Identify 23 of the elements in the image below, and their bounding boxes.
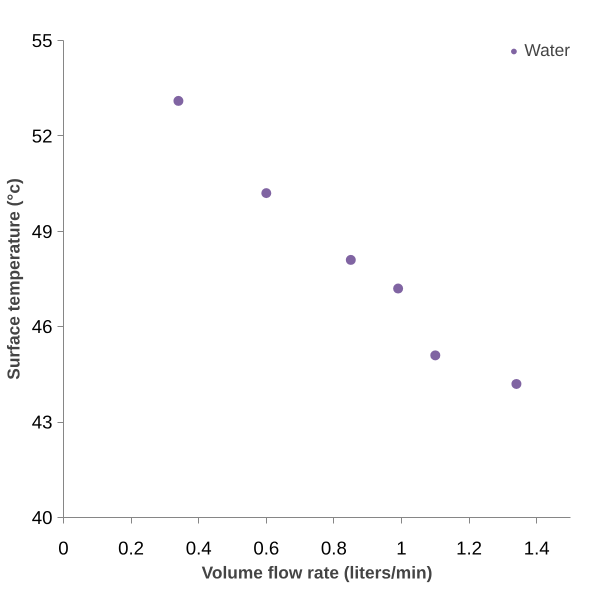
point [393,284,404,294]
y-tick-label: 55 [32,30,53,51]
x-tick-label: 1.4 [524,538,550,558]
x-tick-label: 0.8 [320,538,347,558]
x-tick-label: 0.6 [253,538,280,558]
y-tick-label: 49 [32,220,53,242]
point [430,350,440,360]
x-axis-title: Volume flow rate (liters/min) [202,562,432,582]
point [346,254,356,265]
x-tick-label: 0.4 [186,538,212,558]
y-tick-label: 52 [32,125,53,146]
x-tick-label: 1.2 [456,538,482,558]
x-tick-label: 1 [396,538,407,558]
legend-label: Water [524,40,570,61]
y-axis-title: Surface temperature (°c) [4,178,24,380]
x-tick-label: 0 [58,538,69,558]
x-tick-label: 0.2 [118,538,144,558]
y-tick-label: 46 [32,316,53,338]
point [511,378,522,389]
y-tick-label: 40 [32,507,53,528]
y-tick-label: 43 [32,412,53,433]
point [173,96,184,106]
point [261,188,272,198]
